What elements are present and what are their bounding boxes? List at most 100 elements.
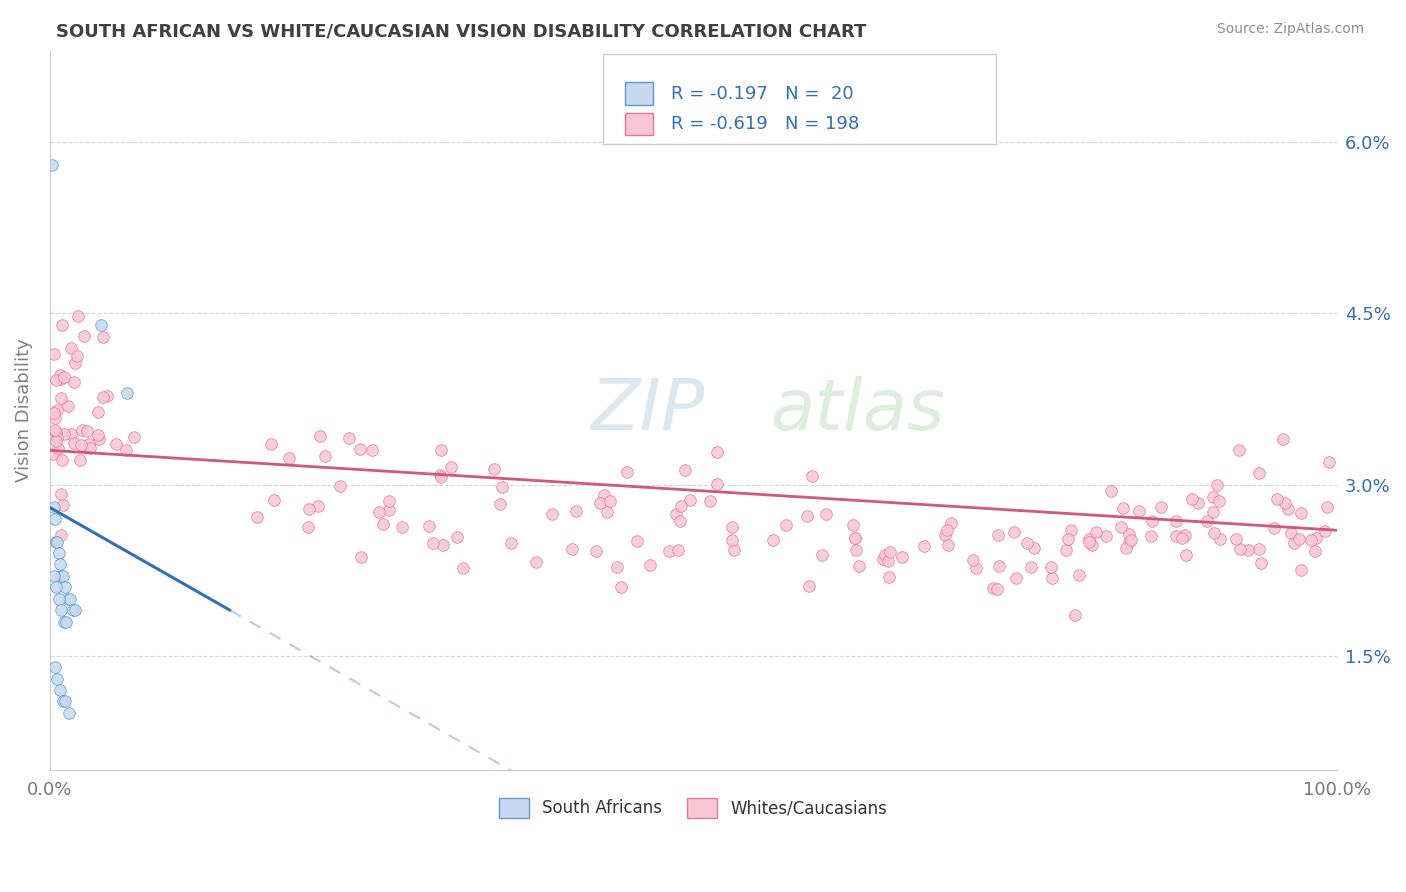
Point — [796, 508, 818, 523]
Point — [46, 534, 69, 549]
Point — [46, 672, 69, 686]
Point — [1202, 490, 1225, 504]
Point — [1195, 515, 1218, 529]
Point — [616, 466, 638, 480]
Point — [446, 530, 468, 544]
Point — [1164, 529, 1187, 543]
Point — [53, 580, 76, 594]
Point — [1229, 541, 1251, 556]
Point — [1289, 506, 1312, 520]
Point — [1208, 493, 1230, 508]
FancyBboxPatch shape — [603, 54, 995, 145]
Text: SOUTH AFRICAN VS WHITE/CAUCASIAN VISION DISABILITY CORRELATION CHART: SOUTH AFRICAN VS WHITE/CAUCASIAN VISION … — [56, 22, 866, 40]
Point — [45, 434, 67, 449]
Point — [308, 429, 330, 443]
Point — [1140, 514, 1163, 528]
Point — [610, 581, 633, 595]
Point — [797, 579, 820, 593]
Point — [1128, 504, 1150, 518]
Point — [349, 442, 371, 456]
Point — [987, 527, 1010, 541]
Point — [429, 468, 451, 483]
Point — [56, 591, 79, 606]
Point — [246, 510, 269, 524]
Point — [51, 603, 73, 617]
Point — [1021, 560, 1043, 574]
Point — [65, 355, 87, 369]
Point — [1272, 432, 1295, 446]
Point — [87, 404, 110, 418]
Point — [45, 425, 67, 440]
Point — [42, 406, 65, 420]
Point — [1170, 531, 1192, 545]
Y-axis label: Vision Disability: Vision Disability — [15, 338, 32, 483]
Point — [540, 507, 562, 521]
Point — [844, 532, 866, 546]
Point — [596, 505, 619, 519]
Point — [70, 424, 93, 438]
Point — [936, 538, 959, 552]
Point — [45, 402, 67, 417]
Point — [1313, 524, 1336, 538]
Point — [51, 487, 73, 501]
Point — [42, 569, 65, 583]
Point — [69, 452, 91, 467]
Point — [53, 426, 76, 441]
Point — [62, 436, 84, 450]
Point — [87, 428, 110, 442]
Point — [1078, 533, 1101, 547]
Point — [564, 504, 586, 518]
Text: R = -0.197   N =  20: R = -0.197 N = 20 — [671, 85, 853, 103]
Point — [76, 424, 98, 438]
Point — [42, 447, 65, 461]
Point — [875, 548, 897, 562]
Point — [263, 493, 285, 508]
Point — [966, 561, 988, 575]
Point — [93, 329, 115, 343]
Point — [1282, 536, 1305, 550]
Point — [66, 309, 89, 323]
Point — [585, 544, 607, 558]
Point — [814, 507, 837, 521]
Point — [1042, 571, 1064, 585]
Point — [1099, 483, 1122, 498]
Point — [1081, 538, 1104, 552]
Point — [314, 449, 336, 463]
Point — [962, 553, 984, 567]
Point — [45, 373, 67, 387]
Point — [77, 436, 100, 450]
Point — [1112, 500, 1135, 515]
Point — [848, 558, 870, 573]
Point — [51, 372, 73, 386]
Point — [49, 558, 72, 572]
Point — [59, 591, 82, 606]
Point — [489, 497, 512, 511]
Point — [1040, 560, 1063, 574]
Point — [673, 463, 696, 477]
Point — [1249, 466, 1271, 480]
Point — [96, 389, 118, 403]
Point — [1084, 524, 1107, 539]
Point — [1250, 556, 1272, 570]
Point — [1288, 533, 1310, 547]
Point — [371, 516, 394, 531]
Point — [73, 329, 96, 343]
Point — [429, 442, 451, 457]
Point — [79, 441, 101, 455]
Point — [87, 433, 110, 447]
Point — [1274, 496, 1296, 510]
Point — [90, 318, 112, 332]
Text: atlas: atlas — [770, 376, 945, 445]
Point — [723, 543, 745, 558]
Point — [45, 534, 67, 549]
FancyBboxPatch shape — [626, 82, 654, 104]
Point — [260, 437, 283, 451]
Point — [104, 437, 127, 451]
Point — [1166, 514, 1188, 528]
Point — [1174, 528, 1197, 542]
Point — [53, 694, 76, 708]
Point — [1202, 526, 1225, 541]
Point — [877, 570, 900, 584]
Point — [1299, 533, 1322, 548]
Point — [298, 502, 321, 516]
